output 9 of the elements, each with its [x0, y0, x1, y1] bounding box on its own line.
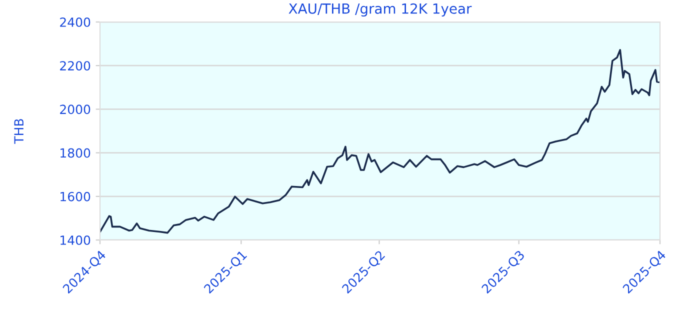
y-tick-label: 1600	[60, 192, 90, 202]
y-tick-label: 2200	[60, 61, 90, 71]
y-tick-label: 1400	[60, 235, 90, 245]
y-tick-label: 2400	[60, 17, 90, 27]
y-axis-title: THB	[14, 119, 24, 144]
y-tick-label: 1800	[60, 148, 90, 158]
line-series	[100, 49, 660, 234]
chart-title: XAU/THB /gram 12K 1year	[288, 3, 472, 17]
y-tick-label: 2000	[60, 104, 90, 114]
